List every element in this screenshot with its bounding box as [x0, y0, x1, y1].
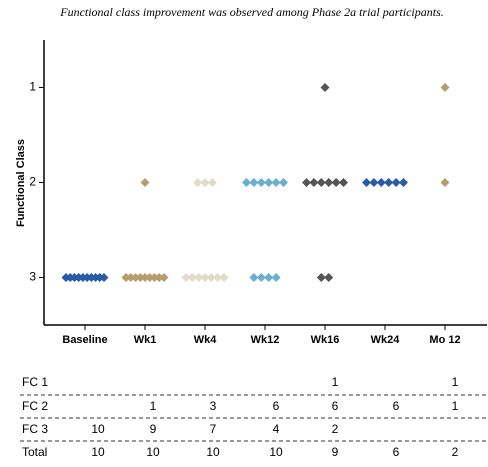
diamond-group — [302, 178, 348, 187]
table-value: 6 — [393, 399, 400, 413]
table-value: 6 — [332, 399, 339, 413]
diamond-group — [193, 178, 217, 187]
y-axis-label: Functional Class — [15, 139, 27, 227]
x-tick-label: Wk4 — [194, 334, 218, 346]
table-value: 10 — [91, 422, 105, 436]
total-value: 2 — [452, 445, 459, 459]
y-tick-label: 1 — [29, 80, 36, 94]
total-value: 10 — [206, 445, 220, 459]
table-value: 2 — [332, 422, 339, 436]
table-value: 1 — [150, 399, 157, 413]
diamond-group — [140, 178, 150, 187]
table-value: 3 — [210, 399, 217, 413]
x-tick-label: Wk1 — [134, 334, 157, 346]
x-tick-label: Wk24 — [371, 334, 401, 346]
table-value: 1 — [332, 375, 339, 389]
diamond-group — [181, 273, 229, 282]
table-value: 6 — [273, 399, 280, 413]
total-value: 10 — [269, 445, 283, 459]
table-value: 7 — [210, 422, 217, 436]
table-value: 9 — [150, 422, 157, 436]
diamond-group — [61, 273, 109, 282]
diamond-group — [121, 273, 169, 282]
diamond-group — [362, 178, 408, 187]
diamond-group — [242, 178, 288, 187]
x-tick-label: Baseline — [62, 334, 107, 346]
total-value: 9 — [332, 445, 339, 459]
diamond-group — [249, 273, 281, 282]
table-value: 1 — [452, 399, 459, 413]
total-value: 10 — [146, 445, 160, 459]
total-value: 6 — [393, 445, 400, 459]
y-tick-label: 3 — [29, 270, 36, 284]
total-value: 10 — [91, 445, 105, 459]
diamond-group — [320, 83, 330, 92]
row-label: FC 3 — [22, 422, 48, 436]
diamond-group — [440, 178, 450, 187]
total-label: Total — [22, 445, 47, 459]
x-tick-label: Wk16 — [311, 334, 340, 346]
row-label: FC 1 — [22, 375, 48, 389]
y-tick-label: 2 — [29, 175, 36, 189]
x-tick-label: Mo 12 — [429, 334, 460, 346]
x-tick-label: Wk12 — [251, 334, 280, 346]
diamond-group — [440, 83, 450, 92]
diamond-group — [316, 273, 334, 282]
table-value: 4 — [273, 422, 280, 436]
chart-title: Functional class improvement was observe… — [59, 5, 444, 19]
table-value: 1 — [452, 375, 459, 389]
row-label: FC 2 — [22, 399, 48, 413]
